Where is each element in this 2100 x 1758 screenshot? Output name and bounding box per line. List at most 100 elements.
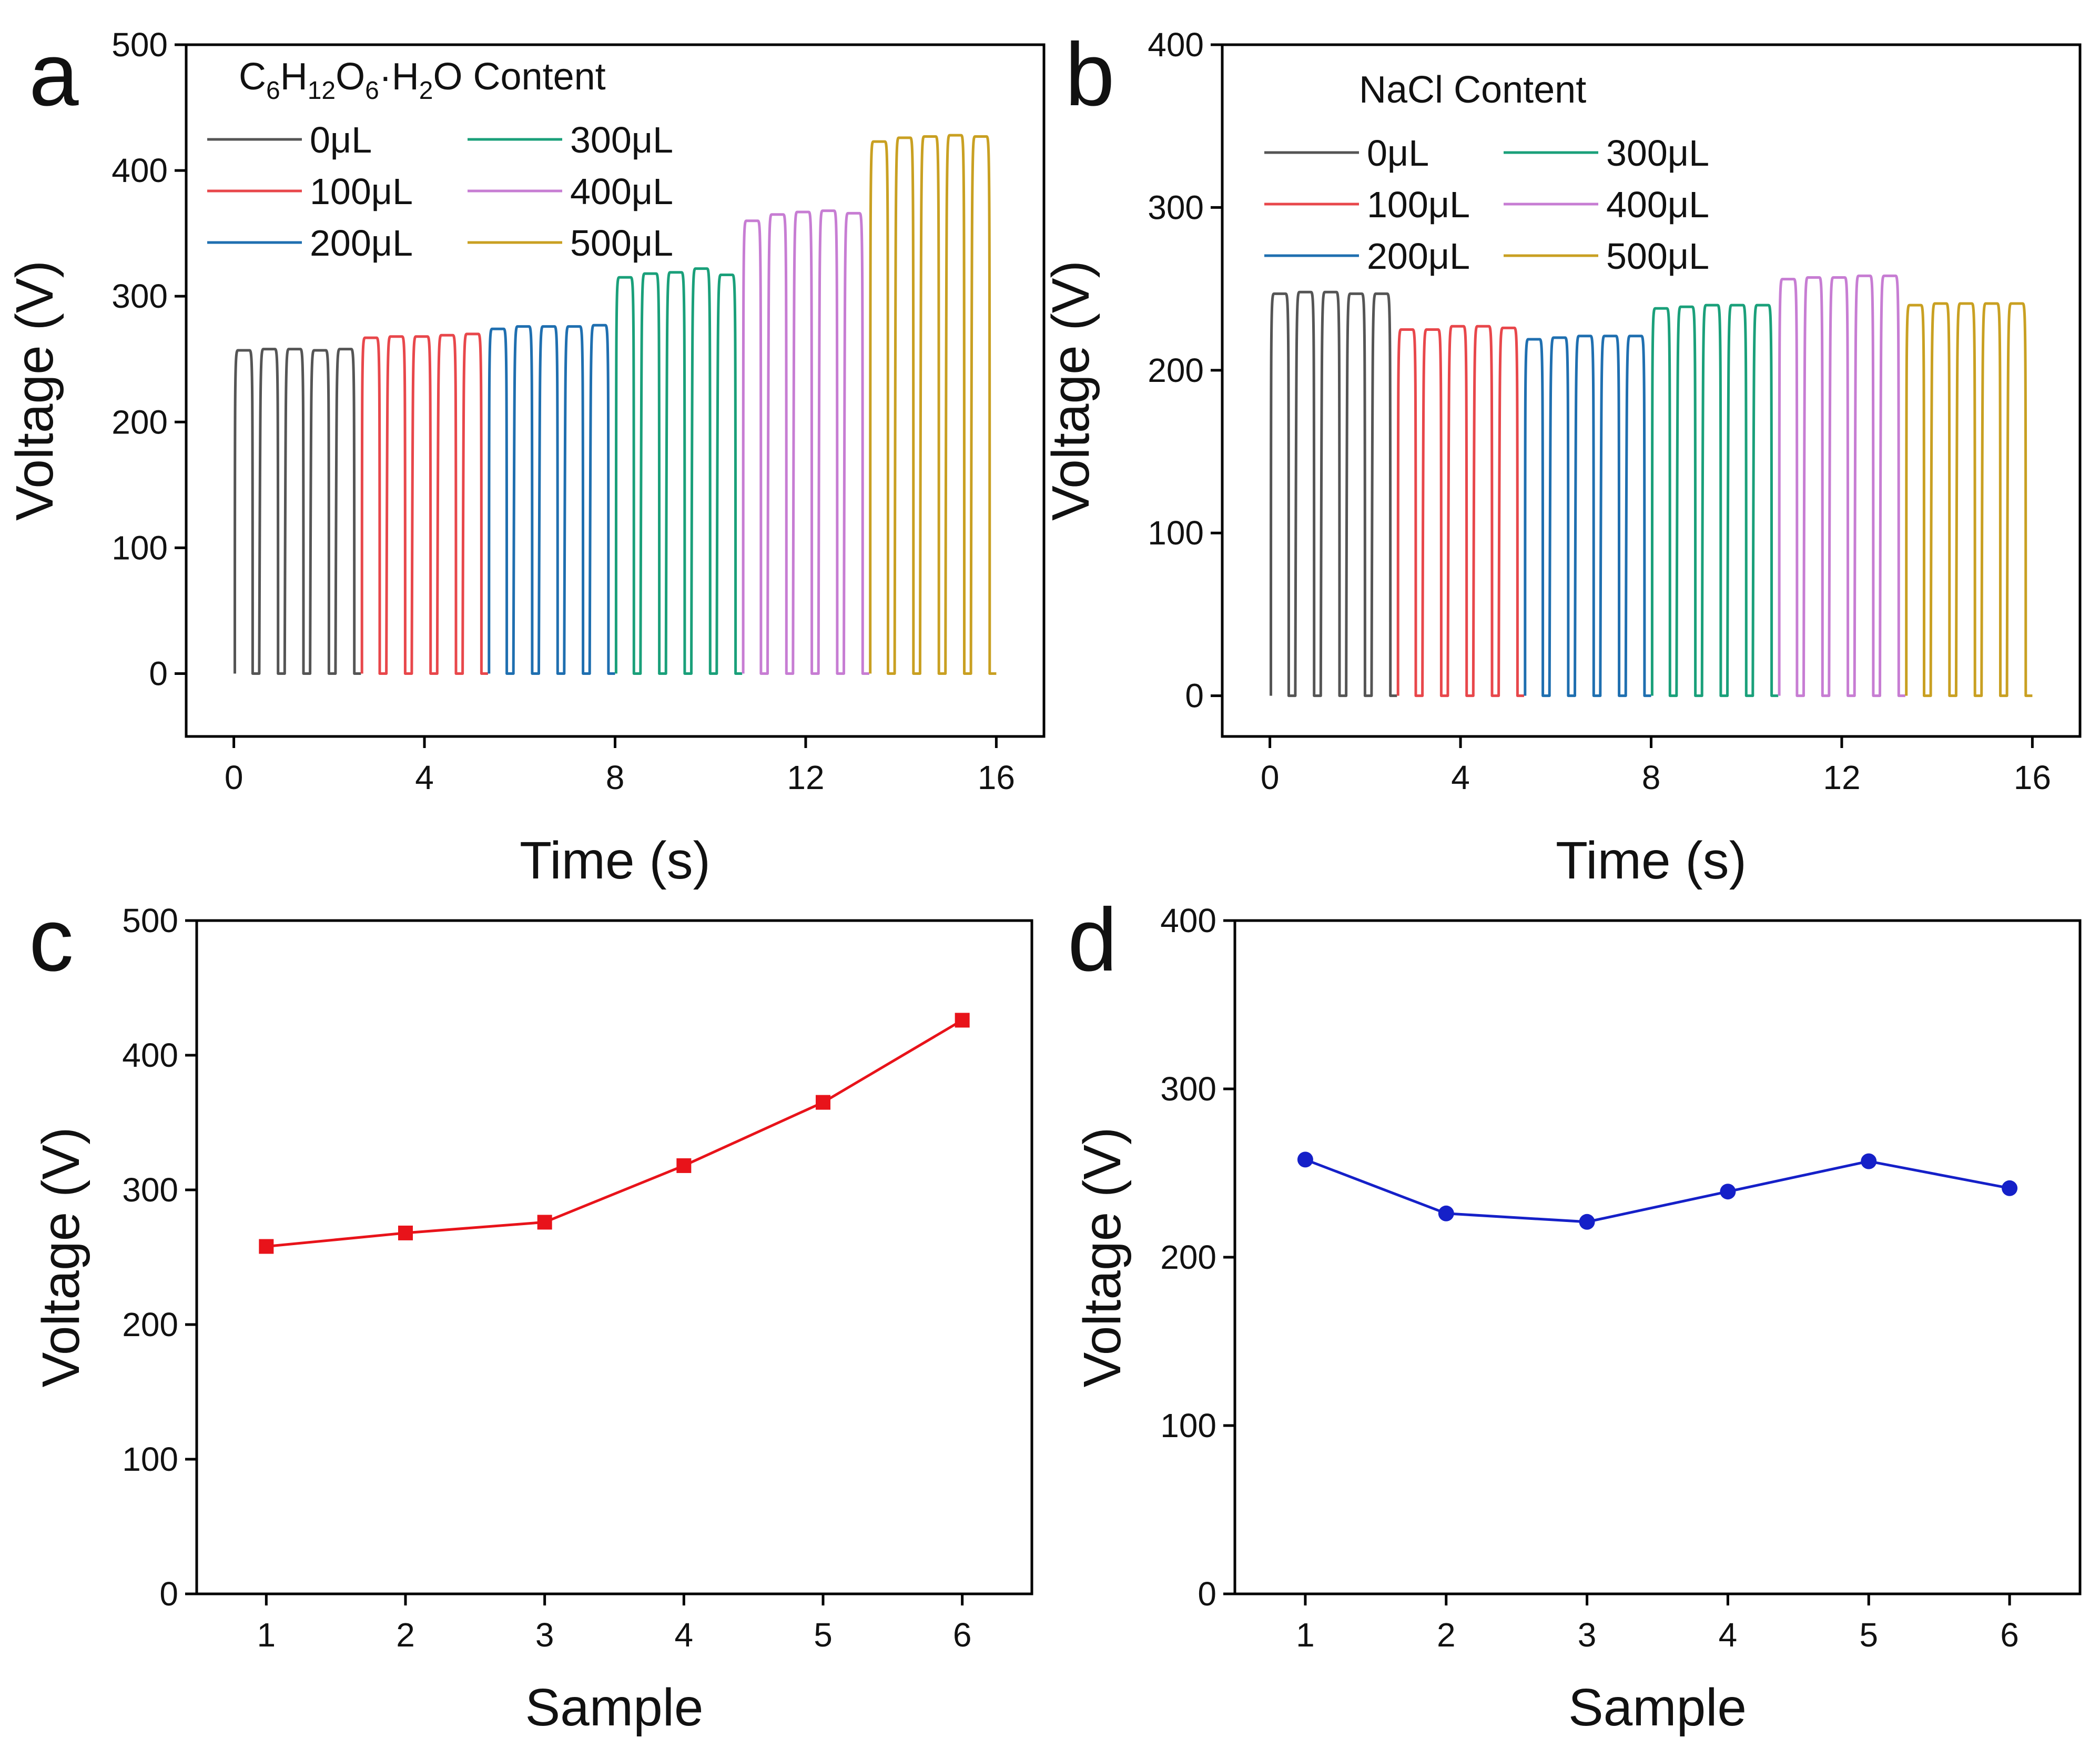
- plot-frame: [195, 919, 1033, 1595]
- x-tick-label: 4: [675, 1616, 694, 1654]
- y-tick-label: 0: [159, 1575, 178, 1613]
- legend-title-part: 6: [365, 77, 379, 105]
- x-tick-label: 12: [1823, 759, 1860, 796]
- series-line-300μL: [614, 267, 743, 675]
- series-line-500μL: [1905, 302, 2033, 698]
- legend-title-part: ·H: [379, 56, 419, 98]
- y-tick-label: 0: [1198, 1575, 1216, 1613]
- panel-letter: a: [29, 25, 79, 125]
- y-tick-label: 400: [1148, 26, 1204, 64]
- x-tick-label: 1: [1296, 1616, 1315, 1654]
- x-tick-label: 16: [2014, 759, 2051, 796]
- panel-a: a 0 100 200 300 400 500 0 4 8 12 16 Time (s) Voltage …: [5, 25, 1046, 890]
- panel-letter: d: [1068, 890, 1118, 990]
- y-tick-label: 500: [122, 902, 178, 939]
- data-point: [537, 1215, 552, 1230]
- legend-title-part: 6: [266, 77, 280, 105]
- series-line-0μL: [1270, 290, 1397, 698]
- x-tick-label: 4: [1719, 1616, 1738, 1654]
- series-line-200μL: [488, 324, 615, 675]
- legend-label: 100μL: [1367, 184, 1470, 225]
- panel-letter: b: [1065, 25, 1115, 125]
- series-line-200μL: [1524, 335, 1651, 698]
- legend-title-part: 12: [308, 77, 336, 105]
- legend-label: 200μL: [310, 223, 413, 264]
- plot-frame: [1233, 919, 2082, 1595]
- x-tick-label: 0: [225, 759, 244, 796]
- x-tick-label: 0: [1261, 759, 1280, 796]
- data-point: [2002, 1180, 2018, 1196]
- legend-label: 0μL: [310, 119, 372, 160]
- y-tick-label: 100: [111, 529, 168, 567]
- x-tick-label: 6: [953, 1616, 972, 1654]
- x-tick-label: 5: [814, 1616, 833, 1654]
- y-tick-label: 400: [111, 151, 168, 189]
- series-line-400μL: [742, 209, 869, 675]
- data-point: [1861, 1153, 1877, 1169]
- series-line-400μL: [1778, 274, 1905, 698]
- series-line-300μL: [1650, 304, 1779, 698]
- data-point: [1720, 1184, 1736, 1200]
- y-tick-label: 100: [1148, 514, 1204, 552]
- y-tick-label: 200: [111, 403, 168, 441]
- series-line-0μL: [234, 348, 361, 675]
- y-tick-label: 200: [1160, 1238, 1216, 1276]
- x-tick-label: 16: [978, 759, 1015, 796]
- y-tick-label: 200: [122, 1306, 178, 1343]
- y-axis-title: Voltage (V): [5, 260, 64, 521]
- legend-title-part: H: [280, 56, 308, 98]
- y-tick-label: 300: [1160, 1070, 1216, 1108]
- x-tick-label: 3: [535, 1616, 554, 1654]
- legend-label: 400μL: [570, 171, 673, 212]
- legend-title: NaCl Content: [1359, 69, 1586, 111]
- y-tick-label: 100: [122, 1440, 178, 1478]
- x-tick-label: 6: [2000, 1616, 2019, 1654]
- legend-label: 500μL: [570, 223, 673, 264]
- series-line-500μL: [869, 134, 997, 675]
- panel-letter: c: [29, 890, 74, 990]
- x-tick-label: 2: [396, 1616, 415, 1654]
- x-tick-label: 3: [1578, 1616, 1597, 1654]
- x-tick-label: 2: [1437, 1616, 1456, 1654]
- legend-label: 400μL: [1606, 184, 1709, 225]
- y-tick-label: 200: [1148, 351, 1204, 389]
- series-line: [1305, 1158, 2010, 1224]
- x-tick-label: 4: [415, 759, 434, 796]
- data-point: [816, 1095, 830, 1110]
- y-axis-title: Voltage (V): [1041, 260, 1100, 521]
- y-tick-label: 300: [122, 1171, 178, 1209]
- x-axis-title: Time (s): [520, 831, 711, 890]
- legend-title-part: 2: [419, 77, 433, 105]
- x-tick-label: 5: [1859, 1616, 1878, 1654]
- legend-label: 100μL: [310, 171, 413, 212]
- legend-label: 500μL: [1606, 236, 1709, 277]
- y-tick-label: 400: [122, 1036, 178, 1074]
- legend-label: 0μL: [1367, 133, 1429, 174]
- x-tick-label: 8: [1642, 759, 1661, 796]
- x-axis-title: Time (s): [1556, 831, 1747, 890]
- series-line: [266, 1019, 963, 1248]
- data-point: [676, 1158, 692, 1173]
- y-tick-label: 0: [149, 654, 168, 692]
- series-line-100μL: [360, 332, 488, 675]
- data-point: [955, 1013, 970, 1028]
- x-tick-label: 4: [1451, 759, 1470, 796]
- panel-c: c 0 100 200 300 400 500 1 2 3 4 5 6 Sample Voltage (V): [29, 890, 1033, 1737]
- data-point: [1438, 1205, 1454, 1221]
- x-tick-label: 12: [787, 759, 824, 796]
- y-tick-label: 0: [1185, 677, 1204, 715]
- legend-title-part: O Content: [433, 56, 606, 98]
- y-tick-label: 100: [1160, 1407, 1216, 1444]
- y-tick-label: 300: [111, 277, 168, 315]
- legend-label: 300μL: [1606, 133, 1709, 174]
- legend-title-part: O: [336, 56, 365, 98]
- data-point: [259, 1239, 274, 1254]
- legend: C6H12O6·H2O Content0μL100μL200μL300μL400…: [207, 56, 673, 264]
- x-tick-label: 1: [257, 1616, 276, 1654]
- x-axis-title: Sample: [525, 1678, 703, 1737]
- data-point: [398, 1225, 413, 1240]
- y-tick-label: 400: [1160, 902, 1216, 939]
- legend-title: C6H12O6·H2O Content: [239, 56, 606, 105]
- x-tick-label: 8: [606, 759, 625, 796]
